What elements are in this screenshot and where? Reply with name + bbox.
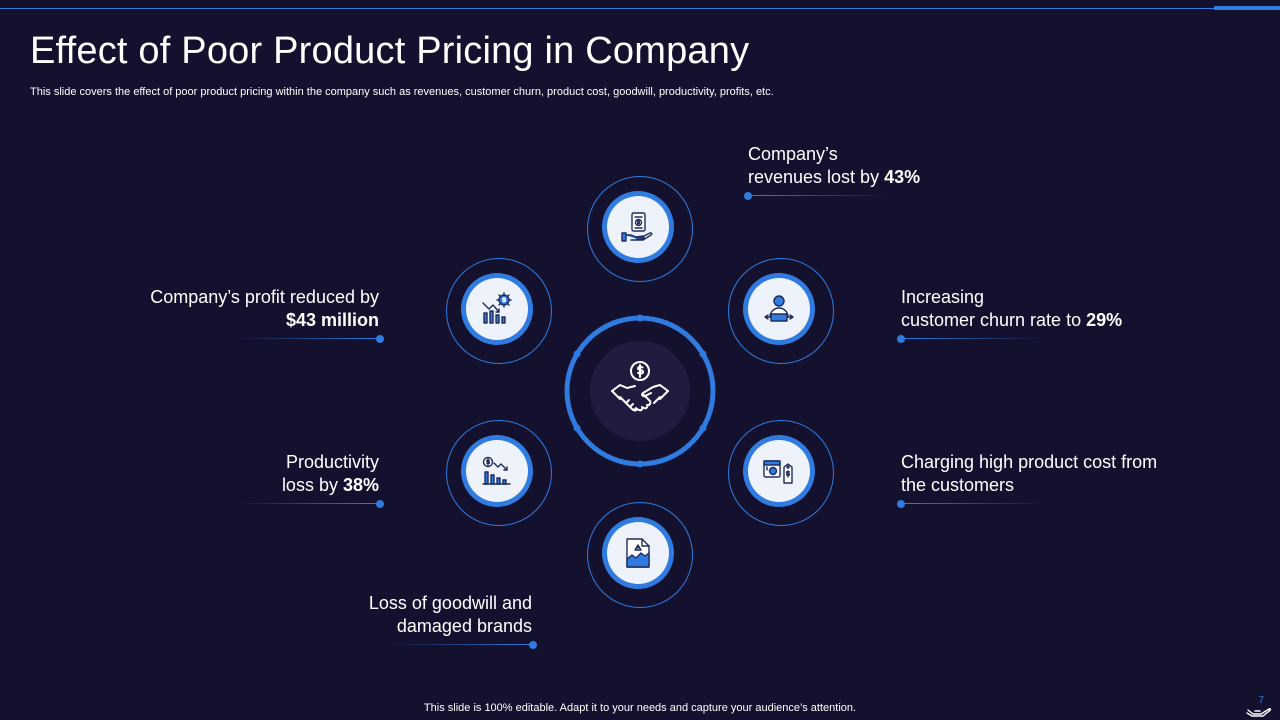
label-profit: Company’s profit reduced by $43 million (150, 287, 379, 330)
cost-underline (905, 503, 1045, 504)
cost-marker-dot (897, 500, 905, 508)
top-rule (0, 8, 1280, 9)
damaged-document-icon (626, 538, 650, 568)
node-cost (728, 420, 834, 526)
hand-icon (1246, 708, 1272, 717)
goodwill-marker-dot (529, 641, 537, 649)
label-cost: Charging high product cost from the cust… (901, 452, 1158, 495)
hand-invoice-icon (621, 212, 653, 242)
center-disc (590, 341, 690, 441)
label-churn: Increasing customer churn rate to 29% (901, 287, 1123, 330)
revenues-underline (752, 195, 892, 196)
top-accent-bar (1214, 6, 1280, 10)
productivity-marker-dot (376, 500, 384, 508)
slide-footer: This slide is 100% editable. Adapt it to… (423, 702, 857, 714)
declining-chart-icon (482, 456, 511, 485)
profit-marker-dot (376, 335, 384, 343)
profit-underline (237, 338, 377, 339)
revenues-marker-dot (744, 192, 752, 200)
node-revenues (587, 176, 693, 282)
goodwill-underline (390, 644, 530, 645)
churn-underline (905, 338, 1045, 339)
handshake-dollar-icon (611, 361, 669, 412)
center-ring (564, 314, 716, 468)
slide-title: Effect of Poor Product Pricing in Compan… (30, 30, 750, 72)
customer-leaving-icon (764, 295, 794, 322)
label-revenues: Company’s revenues lost by 43% (748, 144, 921, 187)
price-tag-icon (763, 460, 793, 484)
node-productivity (446, 420, 552, 526)
churn-marker-dot (897, 335, 905, 343)
node-profit (446, 258, 552, 364)
productivity-underline (237, 503, 377, 504)
node-churn (728, 258, 834, 364)
page-number: 7 (1258, 695, 1264, 706)
label-productivity: Productivity loss by 38% (281, 452, 379, 495)
label-goodwill: Loss of goodwill and damaged brands (368, 593, 532, 636)
profit-gear-chart-icon (482, 292, 512, 324)
slide-subtitle: This slide covers the effect of poor pro… (30, 86, 774, 98)
node-goodwill (587, 502, 693, 608)
